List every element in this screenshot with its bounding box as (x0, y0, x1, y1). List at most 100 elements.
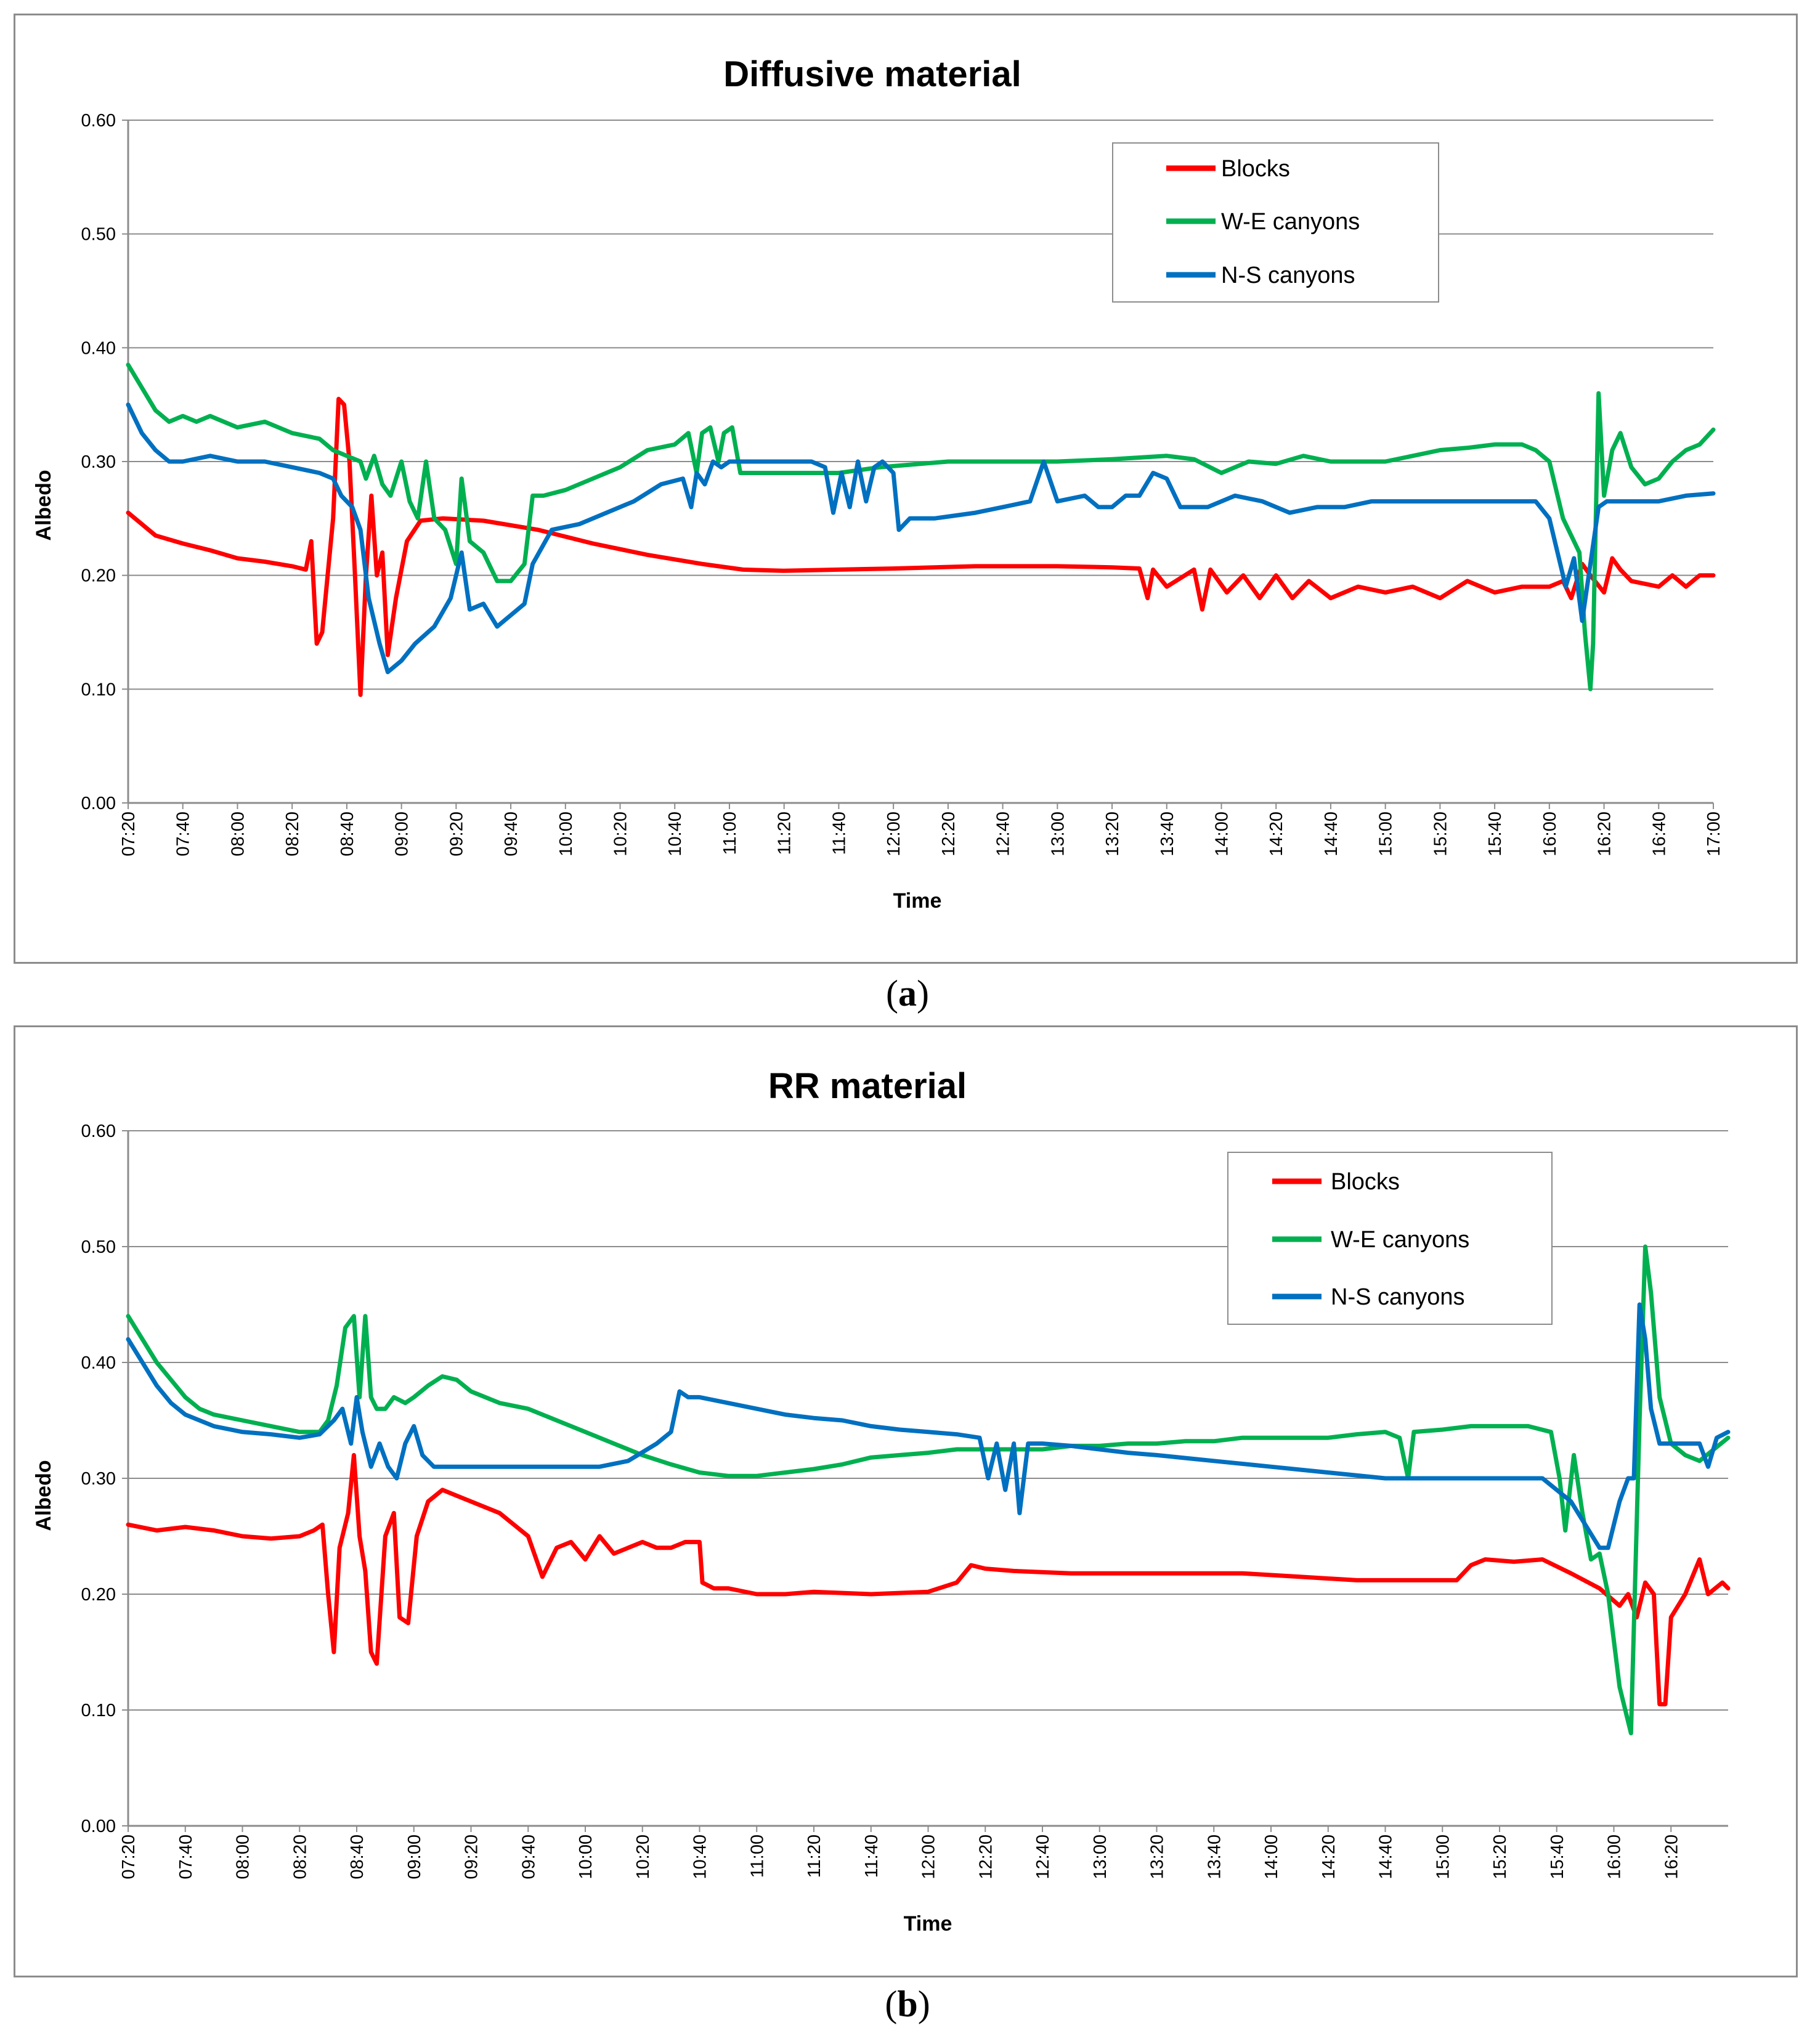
y-tick-label: 0.40 (81, 1353, 116, 1373)
y-tick-label: 0.10 (81, 1701, 116, 1720)
x-tick-label: 15:00 (1433, 1834, 1453, 1879)
figure-caption-b: (b) (885, 1984, 930, 2024)
y-tick-label: 0.50 (81, 1237, 116, 1257)
y-tick-label: 0.30 (81, 452, 116, 472)
x-tick-label: 16:00 (1605, 1834, 1625, 1879)
x-axis-label: Time (893, 889, 942, 913)
legend: Blocks W-E canyons N-S canyons (1112, 142, 1439, 303)
x-tick-label: 16:40 (1649, 812, 1669, 857)
y-axis-label: Albedo (32, 470, 55, 540)
chart-panel-b: RR material 0.00 0.10 0.20 0.30 0.40 0.50 0.60… (14, 1025, 1798, 1977)
x-tick-label: 10:00 (556, 812, 576, 857)
legend-label-ns-canyons: N-S canyons (1331, 1284, 1465, 1310)
x-tick-label: 13:40 (1158, 812, 1177, 857)
y-tick-label: 0.20 (81, 566, 116, 586)
y-tick-label: 0.50 (81, 225, 116, 245)
legend: Blocks W-E canyons N-S canyons (1227, 1152, 1553, 1325)
series-line-w-e-canyons (126, 1244, 1731, 1736)
x-tick-label: 11:40 (862, 1834, 882, 1878)
x-tick-label: 13:20 (1103, 812, 1123, 857)
x-tick-label: 10:40 (691, 1834, 710, 1879)
x-tick-label: 08:40 (338, 812, 357, 857)
x-tick-label: 14:00 (1212, 812, 1232, 857)
x-tick-label: 13:40 (1204, 1834, 1224, 1879)
x-tick-label: 07:20 (119, 1834, 139, 1879)
y-axis-label: Albedo (32, 1460, 55, 1531)
x-axis-label: Time (904, 1912, 952, 1936)
caption-letter: a (898, 973, 917, 1014)
x-tick-label: 12:20 (976, 1834, 996, 1879)
legend-label-we-canyons: W-E canyons (1331, 1227, 1469, 1253)
series-line-n-s-canyons (126, 1302, 1731, 1550)
x-tick-label: 10:20 (611, 812, 631, 857)
x-tick-label: 12:20 (939, 812, 959, 857)
chart-title: RR material (768, 1066, 967, 1106)
x-tick-label: 12:00 (884, 812, 904, 857)
x-tick-label: 11:40 (829, 812, 849, 855)
x-tick-label: 09:20 (447, 812, 466, 857)
x-tick-label: 07:40 (174, 812, 193, 857)
x-tick-label: 09:20 (462, 1834, 482, 1879)
x-tick-label: 16:20 (1662, 1834, 1681, 1879)
x-tick-label: 10:00 (576, 1834, 596, 1879)
x-tick-label: 12:00 (919, 1834, 939, 1879)
y-tick-label: 0.30 (81, 1469, 116, 1489)
legend-label-ns-canyons: N-S canyons (1221, 263, 1355, 288)
x-tick-label: 09:00 (392, 812, 412, 857)
series-line-w-e-canyons (126, 362, 1716, 691)
caption-letter: b (897, 1984, 918, 2024)
y-tick-label: 0.40 (81, 338, 116, 358)
series-line-blocks (126, 1452, 1731, 1707)
x-tick-label: 15:20 (1431, 812, 1450, 857)
chart-title: Diffusive material (723, 54, 1021, 94)
series-line-n-s-canyons (126, 402, 1716, 675)
x-tick-label: 14:40 (1376, 1834, 1396, 1879)
x-tick-label: 11:20 (775, 812, 795, 855)
x-tick-label: 07:40 (176, 1834, 196, 1879)
x-tick-label: 15:40 (1548, 1834, 1567, 1879)
x-tick-label: 09:40 (519, 1834, 538, 1879)
chart-panel-a: Diffusive material 0.00 0.10 0.20 0.30 0.40 0… (14, 14, 1798, 964)
x-tick-label: 07:20 (119, 812, 139, 857)
series-line-blocks (126, 396, 1716, 698)
x-tick-label: 11:00 (720, 812, 740, 855)
x-tick-label: 08:20 (283, 812, 302, 857)
x-tick-label: 10:20 (633, 1834, 653, 1879)
x-tick-label: 14:00 (1262, 1834, 1281, 1879)
y-tick-label: 0.20 (81, 1585, 116, 1605)
x-tick-label: 16:20 (1595, 812, 1615, 857)
x-tick-label: 15:40 (1485, 812, 1505, 857)
x-tick-label: 11:00 (747, 1834, 767, 1878)
x-tick-label: 11:20 (805, 1834, 824, 1878)
legend-label-blocks: Blocks (1331, 1169, 1400, 1195)
x-tick-label: 08:00 (233, 1834, 253, 1879)
chart-b-svg: RR material 0.00 0.10 0.20 0.30 0.40 0.50 0.60… (32, 1066, 1731, 1936)
y-tick-label: 0.60 (81, 1122, 116, 1141)
x-tick-label: 12:40 (1033, 1834, 1053, 1879)
x-tick-label: 15:00 (1376, 812, 1396, 857)
x-tick-label: 09:00 (405, 1834, 424, 1879)
x-tick-label: 17:00 (1704, 812, 1724, 857)
x-tick-label: 13:20 (1148, 1834, 1167, 1879)
y-tick-label: 0.60 (81, 111, 116, 131)
x-tick-label: 08:40 (347, 1834, 367, 1879)
x-tick-label: 08:20 (290, 1834, 310, 1879)
y-tick-label: 0.00 (81, 1817, 116, 1836)
x-tick-label: 14:40 (1322, 812, 1341, 857)
x-tick-label: 14:20 (1319, 1834, 1339, 1879)
x-tick-label: 13:00 (1090, 1834, 1110, 1879)
figure-caption-a: (a) (886, 973, 929, 1014)
x-tick-label: 16:00 (1540, 812, 1560, 857)
x-tick-label: 09:40 (501, 812, 521, 857)
x-tick-label: 13:00 (1048, 812, 1068, 857)
legend-label-blocks: Blocks (1221, 156, 1290, 182)
x-tick-label: 15:20 (1490, 1834, 1510, 1879)
y-tick-label: 0.00 (81, 794, 116, 813)
x-tick-label: 08:00 (228, 812, 248, 857)
legend-label-we-canyons: W-E canyons (1221, 209, 1360, 235)
y-tick-label: 0.10 (81, 680, 116, 699)
chart-a-svg: Diffusive material 0.00 0.10 0.20 0.30 0.40 0… (32, 54, 1724, 913)
x-tick-label: 10:40 (665, 812, 685, 857)
x-tick-label: 14:20 (1267, 812, 1286, 857)
x-tick-label: 12:40 (994, 812, 1013, 857)
